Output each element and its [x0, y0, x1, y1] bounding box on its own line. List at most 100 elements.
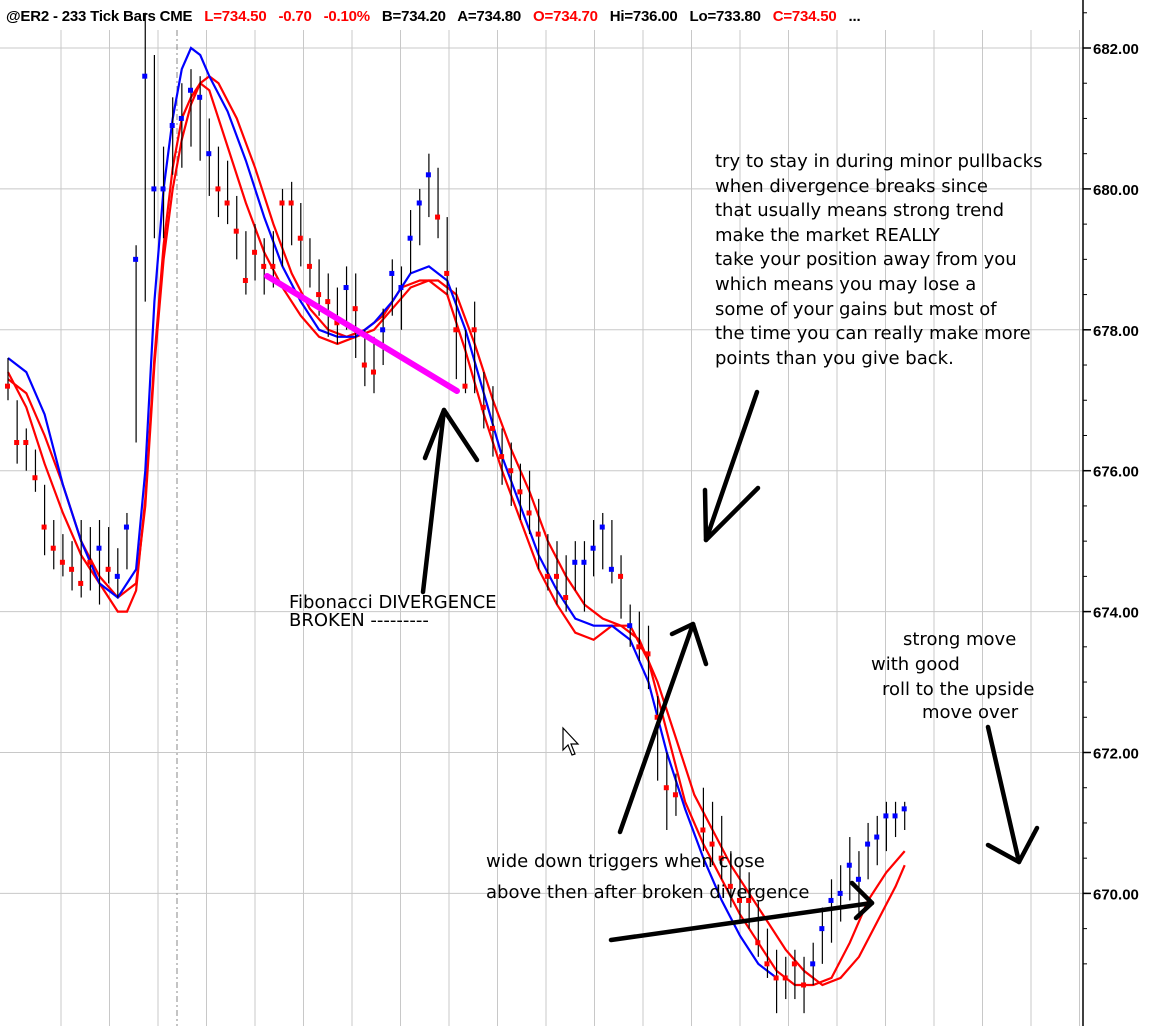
bar-close-marker — [700, 827, 706, 833]
bar-close-marker — [160, 186, 166, 192]
bar-close-marker — [261, 263, 267, 269]
bar-close-marker — [435, 214, 441, 220]
bar-close-marker — [407, 235, 413, 241]
stay-in-note-line: some of your gains but most of — [715, 298, 997, 320]
triggers-note-line: above then after broken divergence — [486, 882, 810, 903]
divergence-note-line: BROKEN --------- — [289, 610, 429, 631]
bar-close-marker — [718, 855, 724, 861]
strong-move-line-4: move over — [922, 702, 1019, 723]
triggers-note-line: wide down triggers when close — [486, 851, 765, 872]
arrow-trigger-up-shaft — [617, 621, 696, 835]
stay-in-note-line: which means you may lose a — [715, 273, 977, 295]
bar-close-marker — [41, 524, 47, 530]
bar-close-marker — [32, 475, 38, 481]
y-axis-ticks: 682.00 680.00 678.00 676.00 674.00 672.00 670.… — [1083, 12, 1139, 965]
divergence-trendline — [264, 273, 460, 394]
bar-close-marker — [901, 806, 907, 812]
bar-close-marker — [59, 559, 65, 565]
arrow-stay-in-head — [702, 485, 761, 543]
bar-close-marker — [508, 468, 514, 474]
bar-close-marker — [133, 256, 139, 262]
bar-close-marker — [361, 362, 367, 368]
bar-close-marker — [563, 595, 569, 601]
bar-close-marker — [380, 327, 386, 333]
bar-close-marker — [672, 792, 678, 798]
arrow-strong-move-shaft — [985, 724, 1022, 865]
bar-close-marker — [599, 524, 605, 530]
divergence-note: Fibonacci DIVERGENCE BROKEN --------- — [289, 594, 497, 630]
stay-in-note: try to stay in during minor pullbacks wh… — [715, 150, 1042, 371]
strong-move-line-1: strong move — [903, 629, 1017, 650]
stay-in-note-line: make the market REALLY — [715, 224, 940, 246]
bar-close-marker — [178, 115, 184, 121]
bar-close-marker — [105, 566, 111, 572]
bar-close-marker — [883, 813, 889, 819]
arrow-trigger-right-shaft — [608, 900, 875, 943]
bar-close-marker — [865, 841, 871, 847]
bar-close-marker — [663, 785, 669, 791]
bar-close-marker — [499, 454, 505, 460]
bar-close-marker — [78, 580, 84, 586]
bar-close-marker — [343, 285, 349, 291]
bar-close-marker — [526, 510, 532, 516]
bar-close-marker — [764, 961, 770, 967]
y-tick-label: 676.00 — [1093, 464, 1139, 481]
bar-close-marker — [371, 369, 376, 375]
bar-close-marker — [453, 327, 459, 333]
bar-close-marker — [197, 94, 203, 100]
stay-in-note-line: that usually means strong trend — [715, 200, 1005, 222]
bar-close-marker — [755, 940, 761, 946]
arrow-divergence-shaft — [420, 407, 447, 595]
bar-close-marker — [837, 890, 843, 896]
bar-close-marker — [389, 270, 395, 276]
bar-close-marker — [114, 573, 120, 579]
close-price: C=734.50 — [772, 8, 837, 25]
header-more[interactable]: ... — [848, 8, 861, 25]
bar-close-marker — [590, 545, 596, 551]
y-tick-label: 672.00 — [1093, 746, 1139, 763]
bar-close-marker — [288, 200, 294, 206]
bar-close-marker — [206, 151, 212, 157]
strong-move-line-2: with good — [871, 654, 960, 675]
pct-change: -0.10% — [323, 8, 371, 25]
high-price: Hi=736.00 — [609, 8, 678, 25]
bar-close-marker — [782, 975, 788, 981]
stay-in-note-line: take your position away from you — [715, 249, 1017, 271]
bar-close-marker — [444, 270, 450, 276]
bar-close-marker — [398, 285, 404, 291]
bar-close-marker — [334, 320, 340, 326]
bar-close-marker — [581, 559, 587, 565]
symbol-info: @ER2 - 233 Tick Bars CME — [6, 8, 193, 25]
bar-close-marker — [737, 897, 742, 903]
y-tick-label: 670.00 — [1093, 886, 1139, 903]
stay-in-note-line: points than you give back. — [715, 347, 954, 369]
bar-close-marker — [544, 573, 550, 579]
bar-close-marker — [123, 524, 129, 530]
arrow-divergence-head — [422, 407, 480, 463]
bar-close-marker — [270, 263, 276, 269]
bar-close-marker — [5, 383, 10, 389]
bar-close-marker — [819, 926, 825, 932]
bar-close-marker — [892, 813, 898, 819]
bar-close-marker — [87, 559, 93, 565]
bar-close-marker — [554, 573, 559, 579]
bar-close-marker — [709, 841, 715, 847]
arrow-strong-move-head — [985, 825, 1040, 865]
bar-close-marker — [773, 975, 779, 981]
triggers-note: wide down triggers when close above then… — [486, 846, 809, 908]
bar-close-marker — [517, 489, 523, 495]
bar-close-marker — [316, 292, 322, 298]
bar-close-marker — [810, 961, 816, 967]
stay-in-note-line: try to stay in during minor pullbacks — [715, 151, 1043, 172]
bar-close-marker — [279, 200, 285, 206]
bar-close-marker — [50, 545, 56, 551]
bar-close-marker — [297, 235, 303, 241]
bar-close-marker — [416, 200, 422, 206]
grid-lines — [0, 30, 1083, 1026]
bar-close-marker — [608, 566, 614, 572]
bar-close-marker — [96, 545, 102, 551]
y-tick-label: 680.00 — [1093, 182, 1139, 199]
